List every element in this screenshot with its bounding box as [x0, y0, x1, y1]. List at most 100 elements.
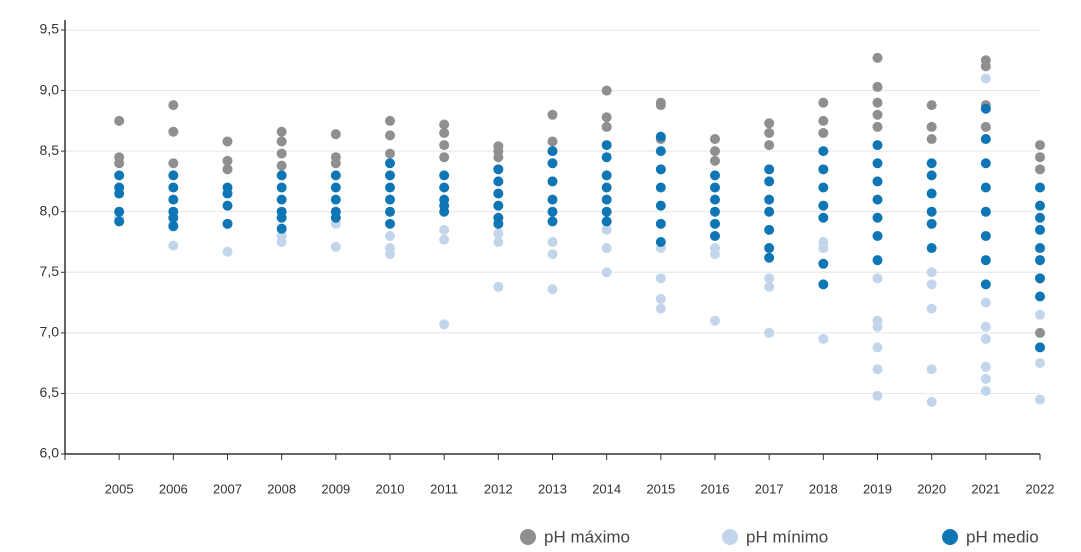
point [872, 81, 883, 92]
point [980, 373, 991, 384]
point [168, 126, 179, 137]
point [926, 243, 937, 254]
point [439, 170, 450, 181]
point [655, 218, 666, 229]
point [601, 85, 612, 96]
point [926, 396, 937, 407]
point [330, 158, 341, 169]
point [710, 194, 720, 205]
point [872, 342, 883, 353]
point [601, 206, 612, 217]
point [872, 194, 883, 205]
point [385, 115, 395, 126]
point [439, 140, 450, 151]
point [872, 364, 883, 375]
point [764, 164, 775, 175]
point [872, 109, 883, 120]
legend-swatch [722, 529, 738, 545]
point [385, 182, 395, 193]
y-tick-label: 8,0 [40, 202, 60, 218]
point [980, 230, 991, 241]
point [385, 218, 395, 229]
point [764, 176, 775, 187]
point [818, 182, 829, 193]
point [385, 230, 395, 241]
point [601, 112, 612, 123]
point [872, 97, 883, 108]
point [710, 315, 720, 326]
point [276, 136, 287, 147]
point [980, 333, 991, 344]
point [710, 218, 720, 229]
point [439, 152, 450, 163]
legend-swatch [942, 529, 958, 545]
point [655, 293, 666, 304]
x-tick-label: 2009 [321, 481, 350, 496]
point [114, 158, 125, 169]
point [764, 273, 775, 284]
point [1035, 291, 1045, 302]
point [926, 170, 937, 181]
point [710, 206, 720, 217]
point [222, 188, 233, 199]
point [710, 182, 720, 193]
point [168, 240, 179, 251]
point [764, 140, 775, 151]
point [764, 118, 775, 129]
point [980, 61, 991, 72]
point [222, 246, 233, 257]
point [330, 194, 341, 205]
point [547, 176, 558, 187]
point [547, 158, 558, 169]
point [547, 206, 558, 217]
point [1035, 200, 1045, 211]
point [439, 206, 450, 217]
point [764, 327, 775, 338]
point [1035, 255, 1045, 266]
point [1035, 342, 1045, 353]
x-tick-label: 2005 [105, 481, 134, 496]
point [114, 170, 125, 181]
point [601, 243, 612, 254]
point [168, 170, 179, 181]
point [818, 200, 829, 211]
point [926, 364, 937, 375]
point [926, 206, 937, 217]
point [818, 258, 829, 269]
y-tick-label: 8,5 [40, 142, 60, 158]
point [926, 218, 937, 229]
point [114, 206, 125, 217]
point [222, 164, 233, 175]
point [1035, 243, 1045, 254]
point [168, 100, 179, 111]
point [980, 386, 991, 397]
point [980, 361, 991, 372]
point [655, 131, 666, 142]
point [710, 146, 720, 157]
x-tick-label: 2006 [159, 481, 188, 496]
point [493, 188, 504, 199]
point [385, 170, 395, 181]
point [439, 127, 450, 138]
point [601, 267, 612, 278]
y-tick-label: 7,0 [40, 324, 60, 340]
x-tick-label: 2020 [917, 481, 946, 496]
point [222, 218, 233, 229]
y-tick-label: 9,5 [40, 21, 60, 37]
point [764, 252, 775, 263]
point [168, 212, 179, 223]
point [710, 243, 720, 254]
point [385, 206, 395, 217]
point [493, 228, 504, 239]
point [439, 119, 450, 130]
point [276, 170, 287, 181]
y-tick-label: 7,5 [40, 263, 60, 279]
point [493, 176, 504, 187]
point [926, 303, 937, 314]
point [926, 100, 937, 111]
point [872, 140, 883, 151]
point [1035, 164, 1045, 175]
point [818, 212, 829, 223]
x-tick-label: 2015 [646, 481, 675, 496]
